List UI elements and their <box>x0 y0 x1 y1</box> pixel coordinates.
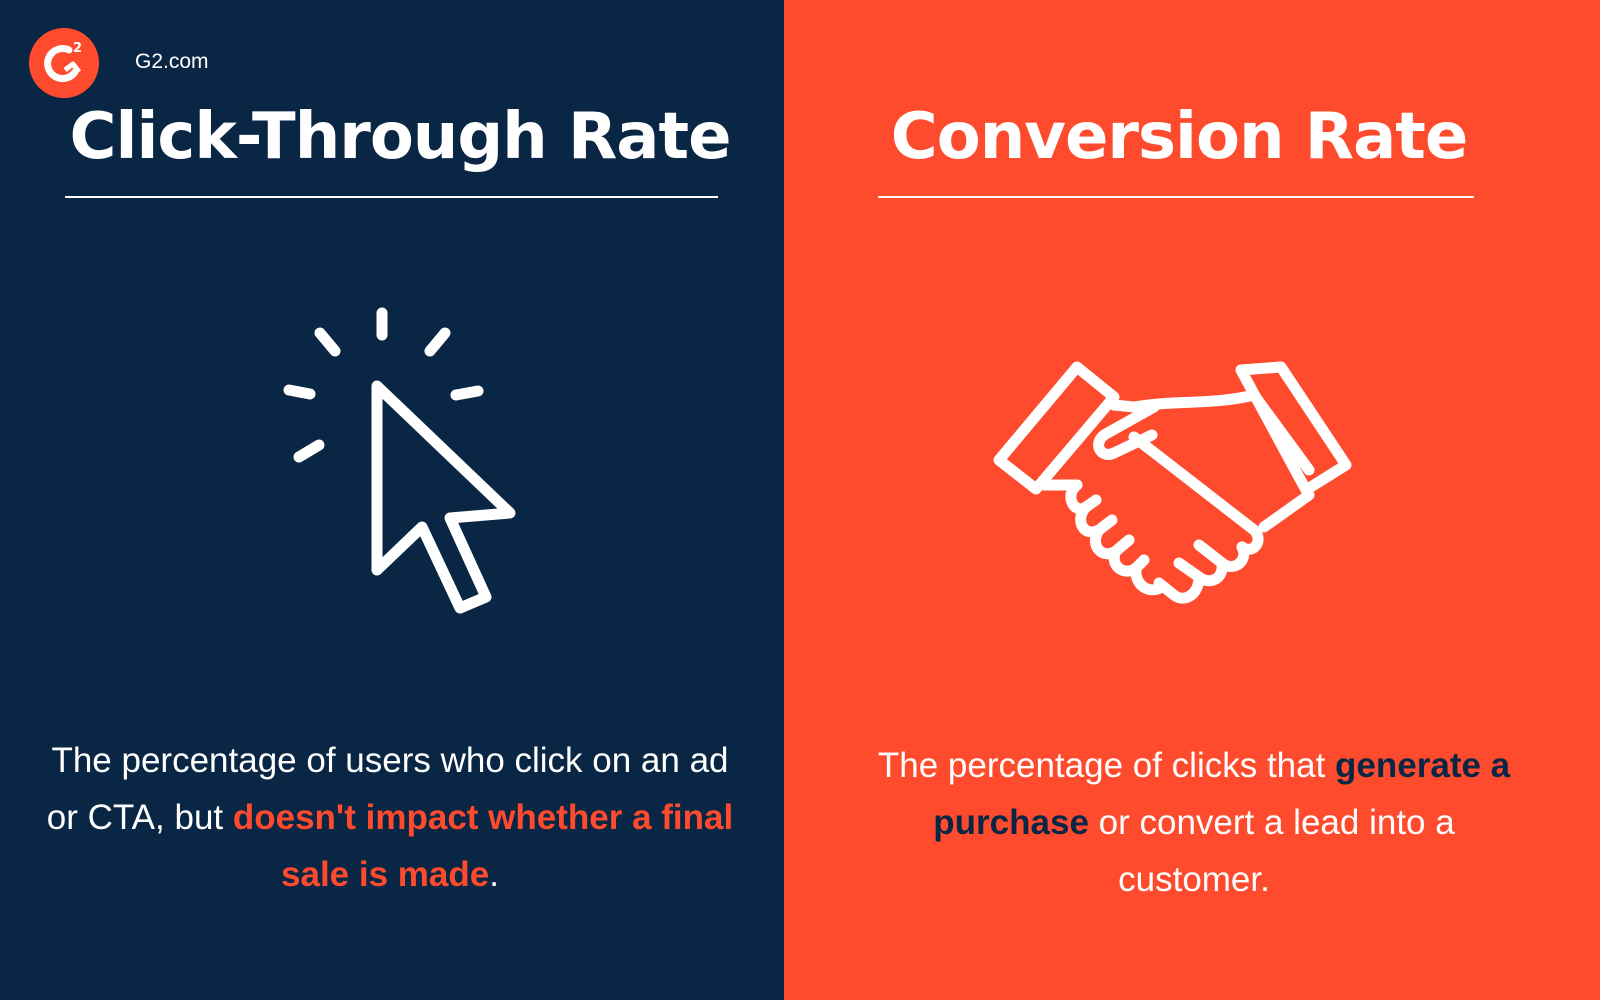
ctr-description-highlight: doesn't impact whether a final sale is m… <box>232 798 734 894</box>
cursor-click-icon <box>283 307 516 614</box>
handshake-icon <box>993 361 1352 604</box>
ctr-description: The percentage of users who click on an … <box>40 732 740 903</box>
conversion-title: Conversion Rate <box>890 100 1469 174</box>
g2-logo: 2 <box>29 28 99 98</box>
site-label: G2.com <box>135 50 209 73</box>
ctr-panel: 2 G2.com Click-Through Rate The percenta… <box>0 0 784 1000</box>
conversion-description-highlight: generate a purchase <box>933 746 1511 842</box>
ctr-description-text: The percentage of users who click on an … <box>46 741 729 837</box>
conversion-divider <box>878 196 1474 198</box>
conversion-description: The percentage of clicks that generate a… <box>874 737 1514 908</box>
conversion-description-end: or convert a lead into a customer. <box>1088 803 1455 899</box>
ctr-title: Click-Through Rate <box>69 100 732 174</box>
ctr-description-end: . <box>489 855 499 894</box>
svg-text:2: 2 <box>73 41 82 56</box>
ctr-divider <box>65 196 718 198</box>
conversion-panel: Conversion Rate The percentage of clicks… <box>784 0 1600 1000</box>
conversion-description-text: The percentage of clicks that <box>877 746 1336 785</box>
g2-logo-icon: 2 <box>44 41 82 83</box>
